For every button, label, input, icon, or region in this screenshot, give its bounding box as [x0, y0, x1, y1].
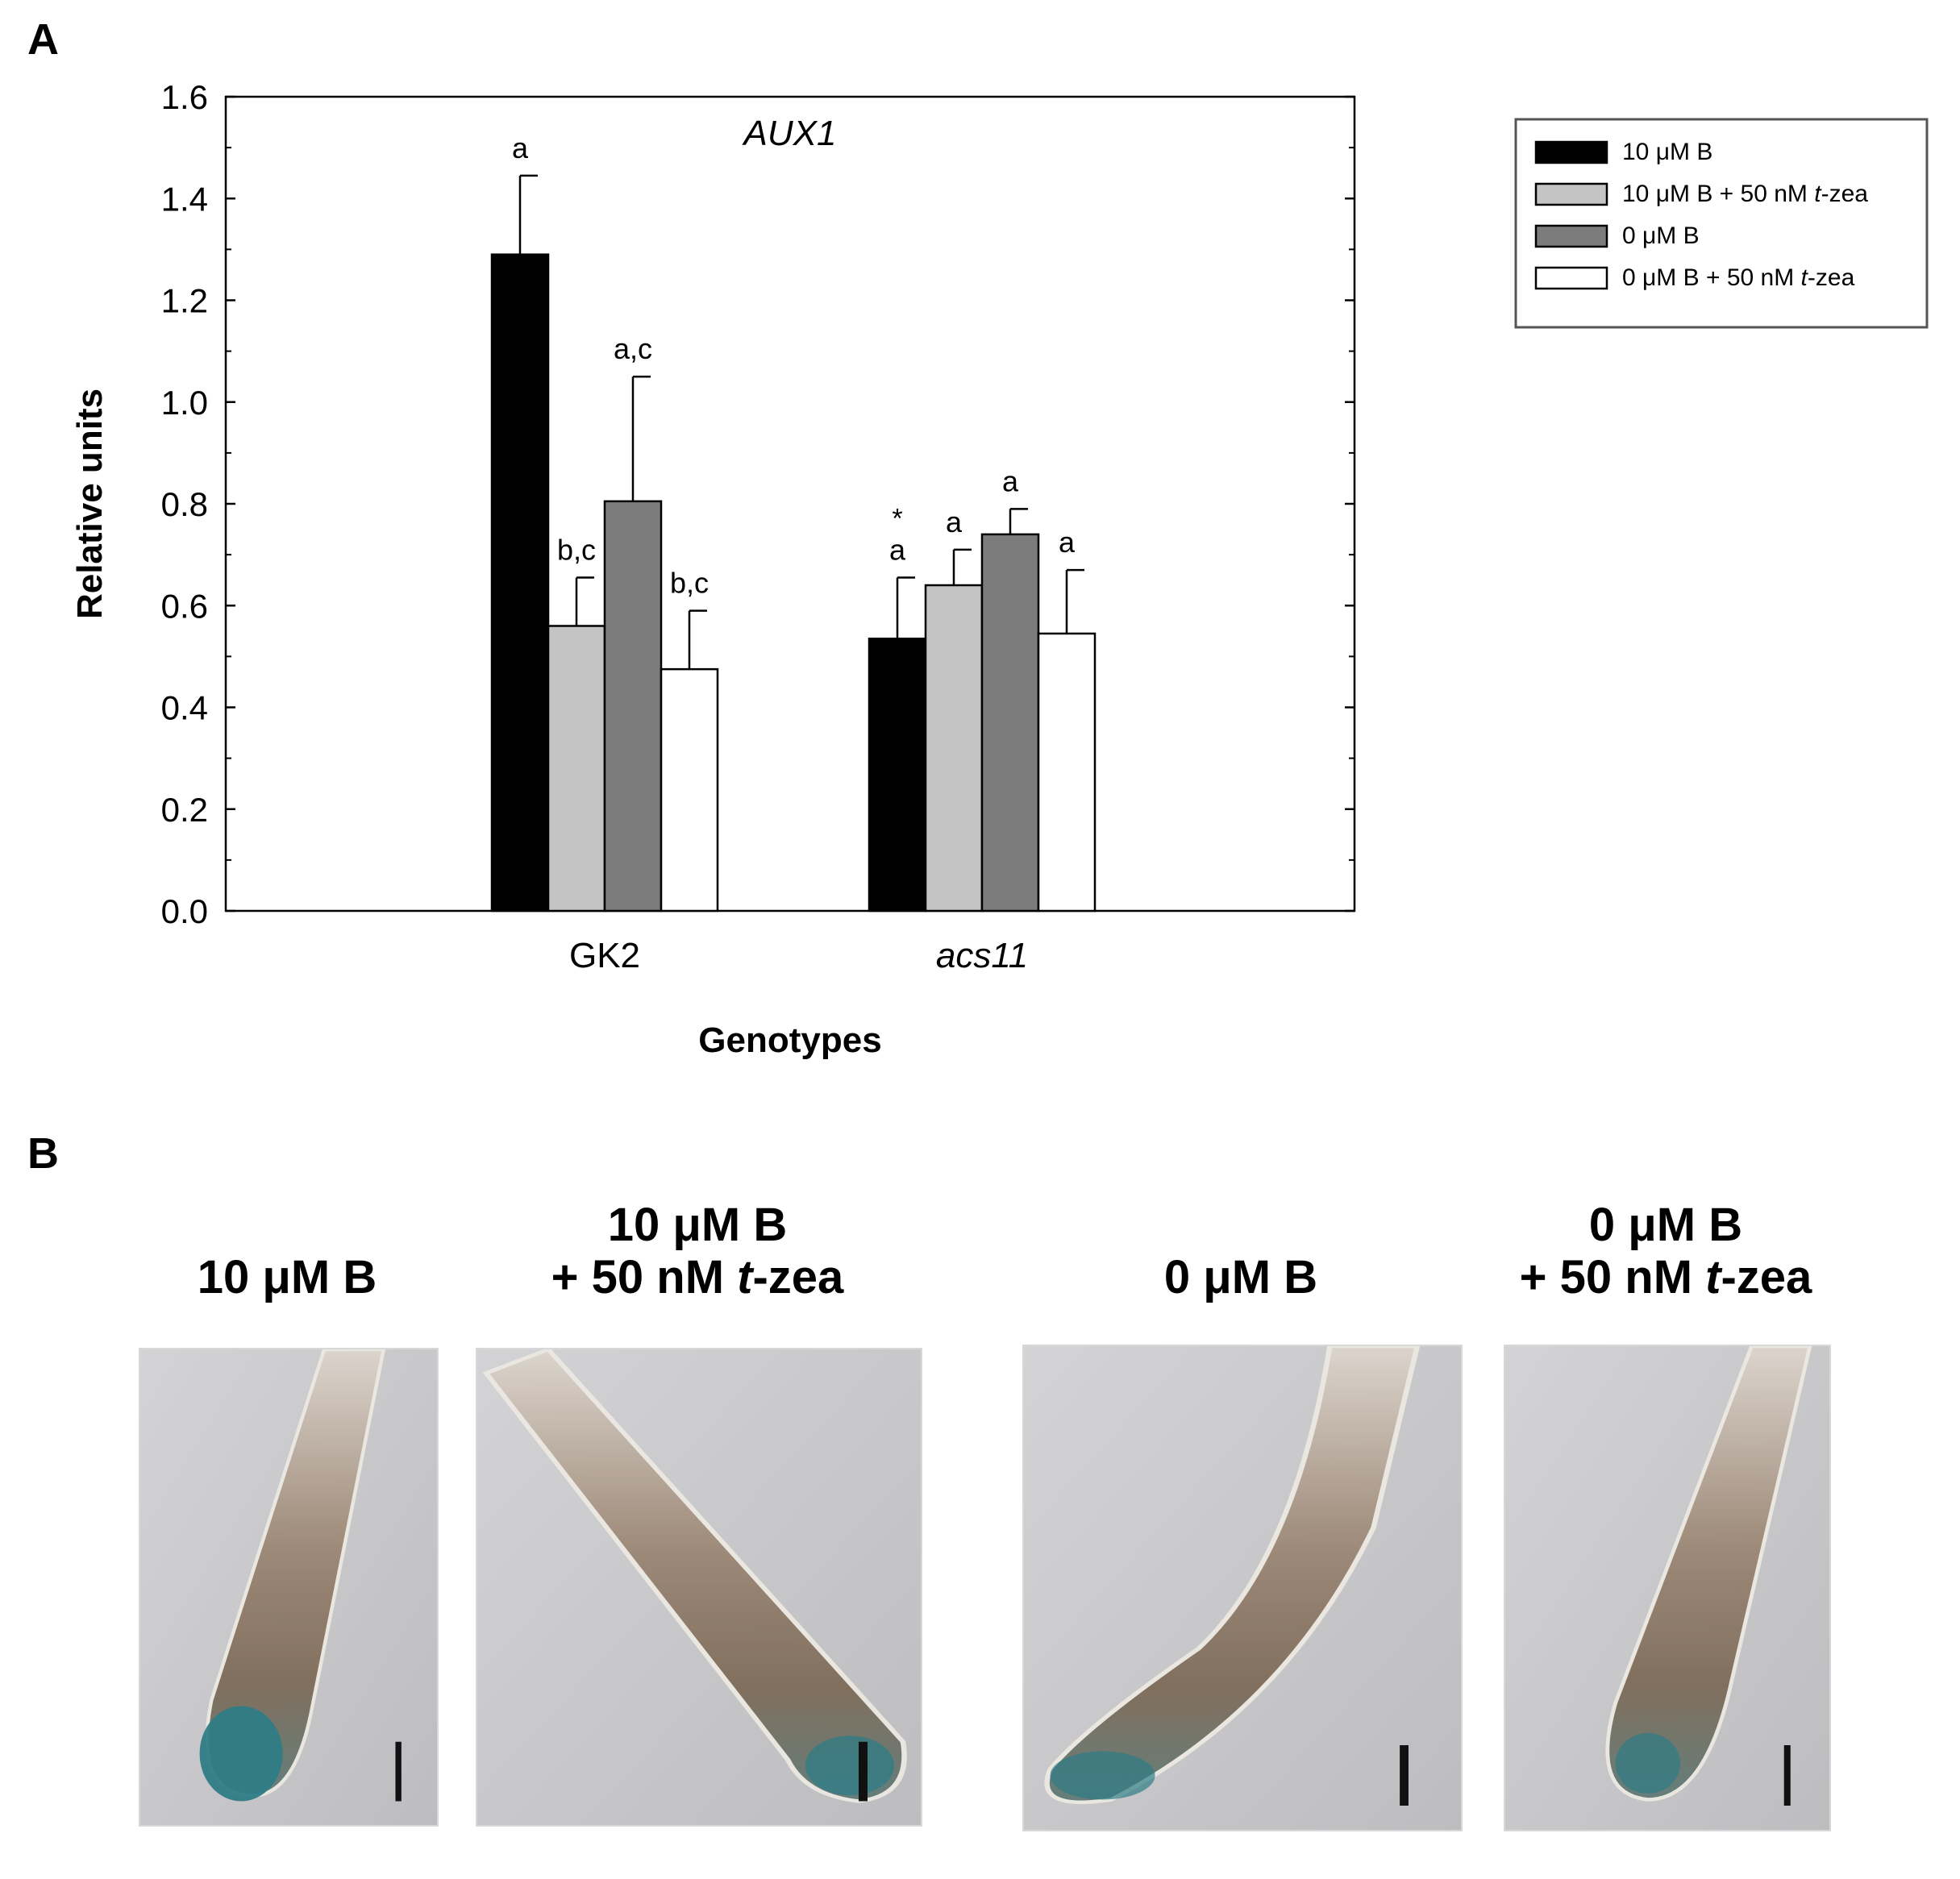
- root-shape: [1044, 1346, 1421, 1805]
- photo-title-1: 10 μM B: [90, 1199, 484, 1304]
- significance-letter: a: [512, 131, 529, 164]
- y-tick-label: 0.4: [161, 689, 208, 727]
- root-shape: [1605, 1346, 1812, 1802]
- legend-swatch: [1534, 140, 1608, 164]
- scale-bar: [1783, 1745, 1791, 1806]
- bar: [490, 253, 550, 912]
- significance-letter: a: [946, 505, 963, 538]
- y-axis: 0.0 0.2 0.4 0.6 0.8 1.0 1.2 1.4 1.6: [161, 78, 1355, 930]
- legend-swatch: [1534, 266, 1608, 290]
- y-tick-label: 0.2: [161, 791, 208, 829]
- significance-letter: a: [1002, 464, 1019, 497]
- gus-stain: [1050, 1751, 1155, 1800]
- root-micrograph-2: [476, 1348, 922, 1827]
- y-tick-label: 1.4: [161, 180, 208, 218]
- legend-label: 10 μM B + 50 nM t-zea: [1622, 181, 1868, 207]
- y-tick-label: 0.8: [161, 485, 208, 523]
- scale-bar: [859, 1741, 868, 1802]
- plot-frame: [224, 95, 1356, 912]
- photo-title-2: 10 μM B + 50 nM t-zea: [427, 1199, 968, 1304]
- gus-stain: [199, 1706, 283, 1802]
- legend: 10 μM B 10 μM B + 50 nM t-zea 0 μM B 0 μM B…: [1514, 118, 1929, 329]
- bar-chart: 0.00.20.40.60.81.01.21.41.6 ab,ca,cb,ca*…: [70, 78, 1929, 1060]
- root-micrograph-3: [1022, 1345, 1463, 1831]
- bar: [1037, 632, 1097, 912]
- y-tick-label: 0.0: [161, 892, 208, 930]
- gus-stain: [805, 1736, 894, 1796]
- photo-title-line1: [90, 1199, 484, 1252]
- significance-letter: a: [889, 534, 906, 567]
- bar: [603, 500, 663, 912]
- y-tick-label: 1.6: [161, 78, 208, 116]
- photo-title-3: 0 μM B: [974, 1199, 1508, 1304]
- legend-label: 10 μM B: [1622, 139, 1712, 165]
- bar: [980, 533, 1040, 912]
- y-tick-label: 1.0: [161, 384, 208, 422]
- bar: [868, 638, 927, 912]
- significance-star: *: [892, 504, 902, 534]
- bar: [924, 584, 984, 912]
- photo-title-line2: 10 μM B: [197, 1251, 377, 1303]
- y-tick-label: 1.2: [161, 282, 208, 320]
- significance-letter: a: [1059, 526, 1076, 559]
- panel-b-label: B: [27, 1129, 59, 1178]
- photo-title-line1: 10 μM B: [607, 1199, 788, 1251]
- bar: [660, 667, 719, 912]
- legend-swatch: [1534, 182, 1608, 206]
- legend-label: 0 μM B + 50 nM t-zea: [1622, 264, 1855, 291]
- bars-group: ab,ca,cb,ca* aaa: [490, 131, 1097, 912]
- bar: [547, 625, 606, 912]
- significance-letter: a,c: [614, 332, 652, 365]
- y-tick-label: 0.6: [161, 587, 208, 625]
- chart-title: AUX1: [742, 114, 837, 153]
- panel-a-label: A: [27, 15, 59, 64]
- legend-swatch: [1534, 224, 1608, 248]
- photo-title-line2: 0 μM B: [1163, 1251, 1318, 1303]
- photo-title-line1: 0 μM B: [1588, 1199, 1743, 1251]
- gus-stain: [1615, 1733, 1681, 1794]
- x-tick-label: GK2: [569, 936, 640, 975]
- x-axis-label: Genotypes: [698, 1021, 881, 1060]
- y-axis-label: Relative units: [70, 389, 110, 619]
- photo-title-line2: + 50 nM t-zea: [551, 1251, 844, 1303]
- legend-label: 0 μM B: [1622, 222, 1700, 249]
- x-axis: GK2 acs11: [569, 936, 1028, 975]
- scale-bar: [1400, 1745, 1409, 1806]
- root-micrograph-4: [1504, 1345, 1831, 1831]
- scale-bar: [395, 1741, 402, 1802]
- photo-title-line2: + 50 nM t-zea: [1519, 1251, 1812, 1303]
- significance-letter: b,c: [670, 567, 709, 600]
- significance-letter: b,c: [557, 534, 596, 567]
- photo-title-4: 0 μM B + 50 nM t-zea: [1455, 1199, 1876, 1304]
- x-tick-label: acs11: [936, 936, 1028, 975]
- root-micrograph-1: [139, 1348, 439, 1827]
- photo-title-line1: [974, 1199, 1508, 1252]
